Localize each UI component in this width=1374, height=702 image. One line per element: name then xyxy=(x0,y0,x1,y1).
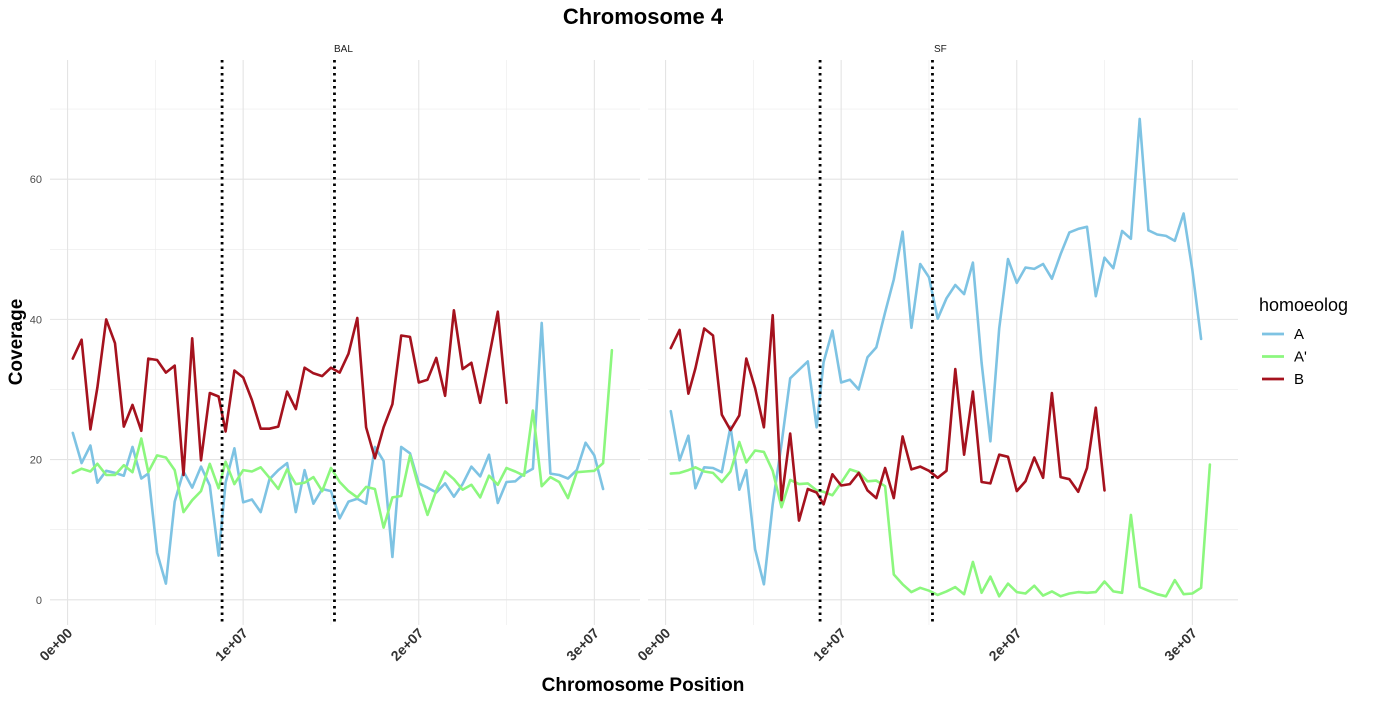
y-tick-label: 60 xyxy=(30,174,42,186)
reference-lines xyxy=(220,60,336,625)
x-tick-label: 3e+07 xyxy=(1161,625,1200,664)
y-axis-title: Coverage xyxy=(6,299,27,386)
x-tick-label: 2e+07 xyxy=(985,625,1024,664)
series-line-b xyxy=(669,313,1106,522)
x-tick-label: 0e+00 xyxy=(36,625,75,664)
x-tick-label: 1e+07 xyxy=(810,625,849,664)
y-axis-ticks: 0 20 40 60 xyxy=(30,174,42,607)
series-group xyxy=(669,117,1212,598)
legend-title: homoeolog xyxy=(1259,295,1348,315)
series-line-a-prime xyxy=(669,440,1212,598)
x-tick-label: 0e+00 xyxy=(634,625,673,664)
x-axis-title: Chromosome Position xyxy=(542,675,745,696)
y-tick-label: 40 xyxy=(30,314,42,326)
facet-label-bal: BAL xyxy=(334,44,353,55)
grid xyxy=(50,60,640,625)
facet-panel-bal: BAL 0e+00 1e+07 2e+07 3e+07 xyxy=(36,44,640,664)
series-line-a xyxy=(71,321,605,585)
legend-items: A A' B xyxy=(1262,326,1307,388)
series-group xyxy=(71,308,614,585)
series-line-b xyxy=(71,308,508,477)
legend-label-b: B xyxy=(1294,371,1304,388)
series-line-a xyxy=(669,117,1203,586)
legend: homoeolog A A' B xyxy=(1259,295,1348,388)
legend-label-a: A xyxy=(1294,326,1304,343)
x-tick-label: 3e+07 xyxy=(563,625,602,664)
legend-label-a-prime: A' xyxy=(1294,349,1307,366)
chart-title: Chromosome 4 xyxy=(563,4,724,29)
y-tick-label: 20 xyxy=(30,455,42,467)
y-tick-label: 0 xyxy=(36,595,42,607)
facet-label-sf: SF xyxy=(934,44,947,55)
x-tick-label: 1e+07 xyxy=(212,625,251,664)
x-axis-ticks: 0e+00 1e+07 2e+07 3e+07 xyxy=(634,625,1200,664)
grid xyxy=(648,60,1238,625)
x-axis-ticks: 0e+00 1e+07 2e+07 3e+07 xyxy=(36,625,602,664)
series-line-a-prime xyxy=(71,348,614,529)
facet-panel-sf: SF 0e+00 1e+07 2e+07 3e+07 xyxy=(634,44,1238,664)
x-tick-label: 2e+07 xyxy=(387,625,426,664)
